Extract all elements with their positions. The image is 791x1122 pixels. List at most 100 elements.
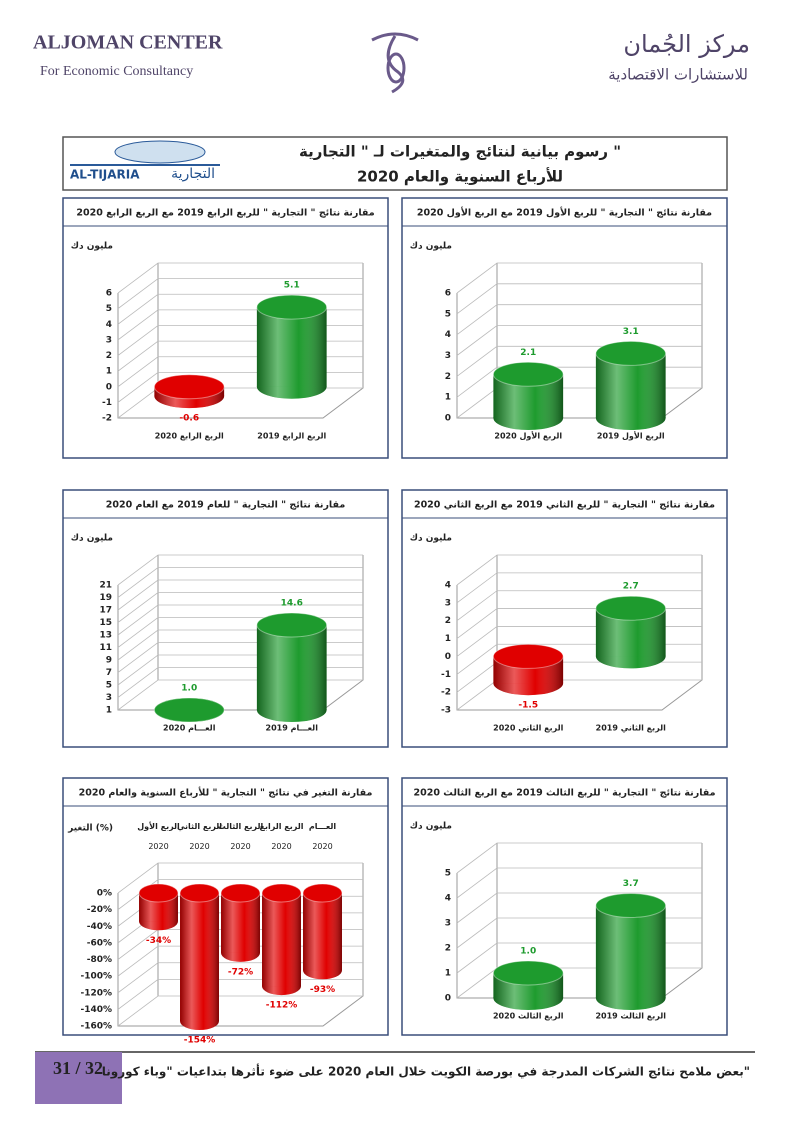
y-tick-label: 6 <box>445 289 451 299</box>
bar-top <box>256 294 328 320</box>
bar-top <box>492 643 564 669</box>
bar-body-shade <box>256 625 327 710</box>
y-tick-label: 17 <box>99 606 112 616</box>
wall <box>117 263 364 419</box>
value-label: -154% <box>184 1036 216 1046</box>
grid-line <box>117 567 363 598</box>
y-tick-label: 21 <box>99 581 112 591</box>
bar <box>492 960 564 1010</box>
value-label: -112% <box>266 1001 298 1011</box>
bar <box>595 595 667 669</box>
x-tick-label: الربع الثالث 2020 <box>493 1012 564 1021</box>
y-tick-label: -1 <box>441 670 451 680</box>
y-tick-label: 15 <box>99 618 112 628</box>
y-tick-label: 5 <box>445 869 451 879</box>
y-tick-label: 1 <box>445 393 451 403</box>
y-tick-label: -160% <box>80 1022 112 1032</box>
header-title: ALJOMAN CENTER <box>33 32 223 54</box>
banner-logo: AL-TIJARIA التجارية <box>70 140 220 182</box>
header-subtitle: For Economic Consultancy <box>40 64 193 79</box>
chart: مقارنة نتائج " التجارية " للربع الثالث 2… <box>401 777 728 1036</box>
bar <box>595 340 667 430</box>
bar-body-shade <box>595 905 666 998</box>
value-label: 3.1 <box>623 327 639 337</box>
value-label: 5.1 <box>284 281 300 291</box>
grid-line <box>117 278 363 309</box>
y-tick-label: 3 <box>445 598 451 608</box>
bar <box>492 361 564 430</box>
y-tick-label: -20% <box>87 905 112 915</box>
y-tick-label: 4 <box>445 894 451 904</box>
chart: مقارنة نتائج " التجارية " للعام 2019 مع … <box>62 489 389 748</box>
bar-top <box>153 697 225 723</box>
value-label: -1.5 <box>518 701 538 711</box>
x-tick-label: العـــام 2020 <box>163 724 216 733</box>
grid-line <box>117 879 363 910</box>
bar-top <box>138 883 179 903</box>
value-label: -34% <box>146 936 171 946</box>
y-tick-label: 5 <box>106 681 112 691</box>
y-tick-label: -80% <box>87 955 112 965</box>
bar-body-shade <box>303 893 342 971</box>
grid-line <box>117 554 363 586</box>
bar-top <box>261 883 302 903</box>
y-tick-label: -3 <box>441 706 451 716</box>
bar-top <box>595 340 667 366</box>
y-tick-label: 1 <box>445 634 451 644</box>
bar-body-shade <box>256 307 327 387</box>
value-label: 14.6 <box>281 599 303 609</box>
x-tick-label: الربع الثاني 2020 <box>177 822 222 851</box>
chart-title: مقارنة نتائج " التجارية " للعام 2019 مع … <box>106 500 346 511</box>
x-tick-label: الربع الثاني 2019 <box>596 724 666 733</box>
wall <box>117 863 364 1027</box>
x-tick-label: الربع الأول 2019 <box>597 431 665 441</box>
chart-title: مقارنة نتائج " التجارية " للربع الثاني 2… <box>414 500 715 511</box>
bar-top <box>153 374 225 400</box>
y-axis-label: مليون دك <box>71 534 113 544</box>
y-tick-label: -120% <box>80 988 112 998</box>
y-axis-label: التغير (%) <box>67 824 113 834</box>
value-label: 1.0 <box>181 684 197 694</box>
x-tick-label: الربع الثالث 2019 <box>595 1012 666 1021</box>
y-tick-label: 5 <box>445 309 451 319</box>
bar-body-shade <box>262 893 301 987</box>
y-tick-label: -60% <box>87 938 112 948</box>
banner-title: رسوم بيانية لنتائج والمتغيرات لـ " التجا… <box>299 143 621 161</box>
y-tick-label: 1 <box>445 969 451 979</box>
value-label: -72% <box>228 967 253 977</box>
y-axis-label: مليون دك <box>410 534 452 544</box>
y-tick-label: 4 <box>445 330 451 340</box>
bar <box>256 294 328 399</box>
y-tick-label: 19 <box>99 593 112 603</box>
y-tick-label: 3 <box>106 335 112 345</box>
value-label: 2.7 <box>623 582 639 592</box>
y-tick-label: 5 <box>106 304 112 314</box>
bar <box>492 643 564 696</box>
y-tick-label: 9 <box>106 656 112 666</box>
y-tick-label: 4 <box>445 581 451 591</box>
y-tick-label: 6 <box>106 289 112 299</box>
value-label: -0.6 <box>179 414 199 424</box>
y-tick-label: 0 <box>445 652 451 662</box>
bar-top <box>256 612 328 638</box>
chart-box <box>62 197 389 459</box>
grid-line <box>117 995 363 1027</box>
y-tick-label: 1 <box>106 706 112 716</box>
logo <box>371 32 419 94</box>
bar <box>153 697 225 723</box>
chart: مقارنة نتائج " التجارية " للربع الرابع 2… <box>62 197 389 459</box>
y-tick-label: -100% <box>80 972 112 982</box>
chart-title: مقارنة التغير في نتائج " التجارية " للأر… <box>79 787 373 799</box>
y-tick-label: 0% <box>97 889 112 899</box>
y-axis-label: مليون دك <box>410 822 452 832</box>
grid-line <box>117 579 363 611</box>
y-tick-label: 2 <box>106 351 112 361</box>
value-label: 1.0 <box>520 947 536 957</box>
chart-title: مقارنة نتائج " التجارية " للربع الأول 20… <box>417 207 712 219</box>
x-tick-label: الربع الثالث 2020 <box>218 822 264 851</box>
chart-title: مقارنة نتائج " التجارية " للربع الرابع 2… <box>76 208 374 219</box>
y-axis-label: مليون دك <box>71 242 113 252</box>
bar-body-shade <box>180 893 219 1022</box>
bar <box>302 883 343 980</box>
